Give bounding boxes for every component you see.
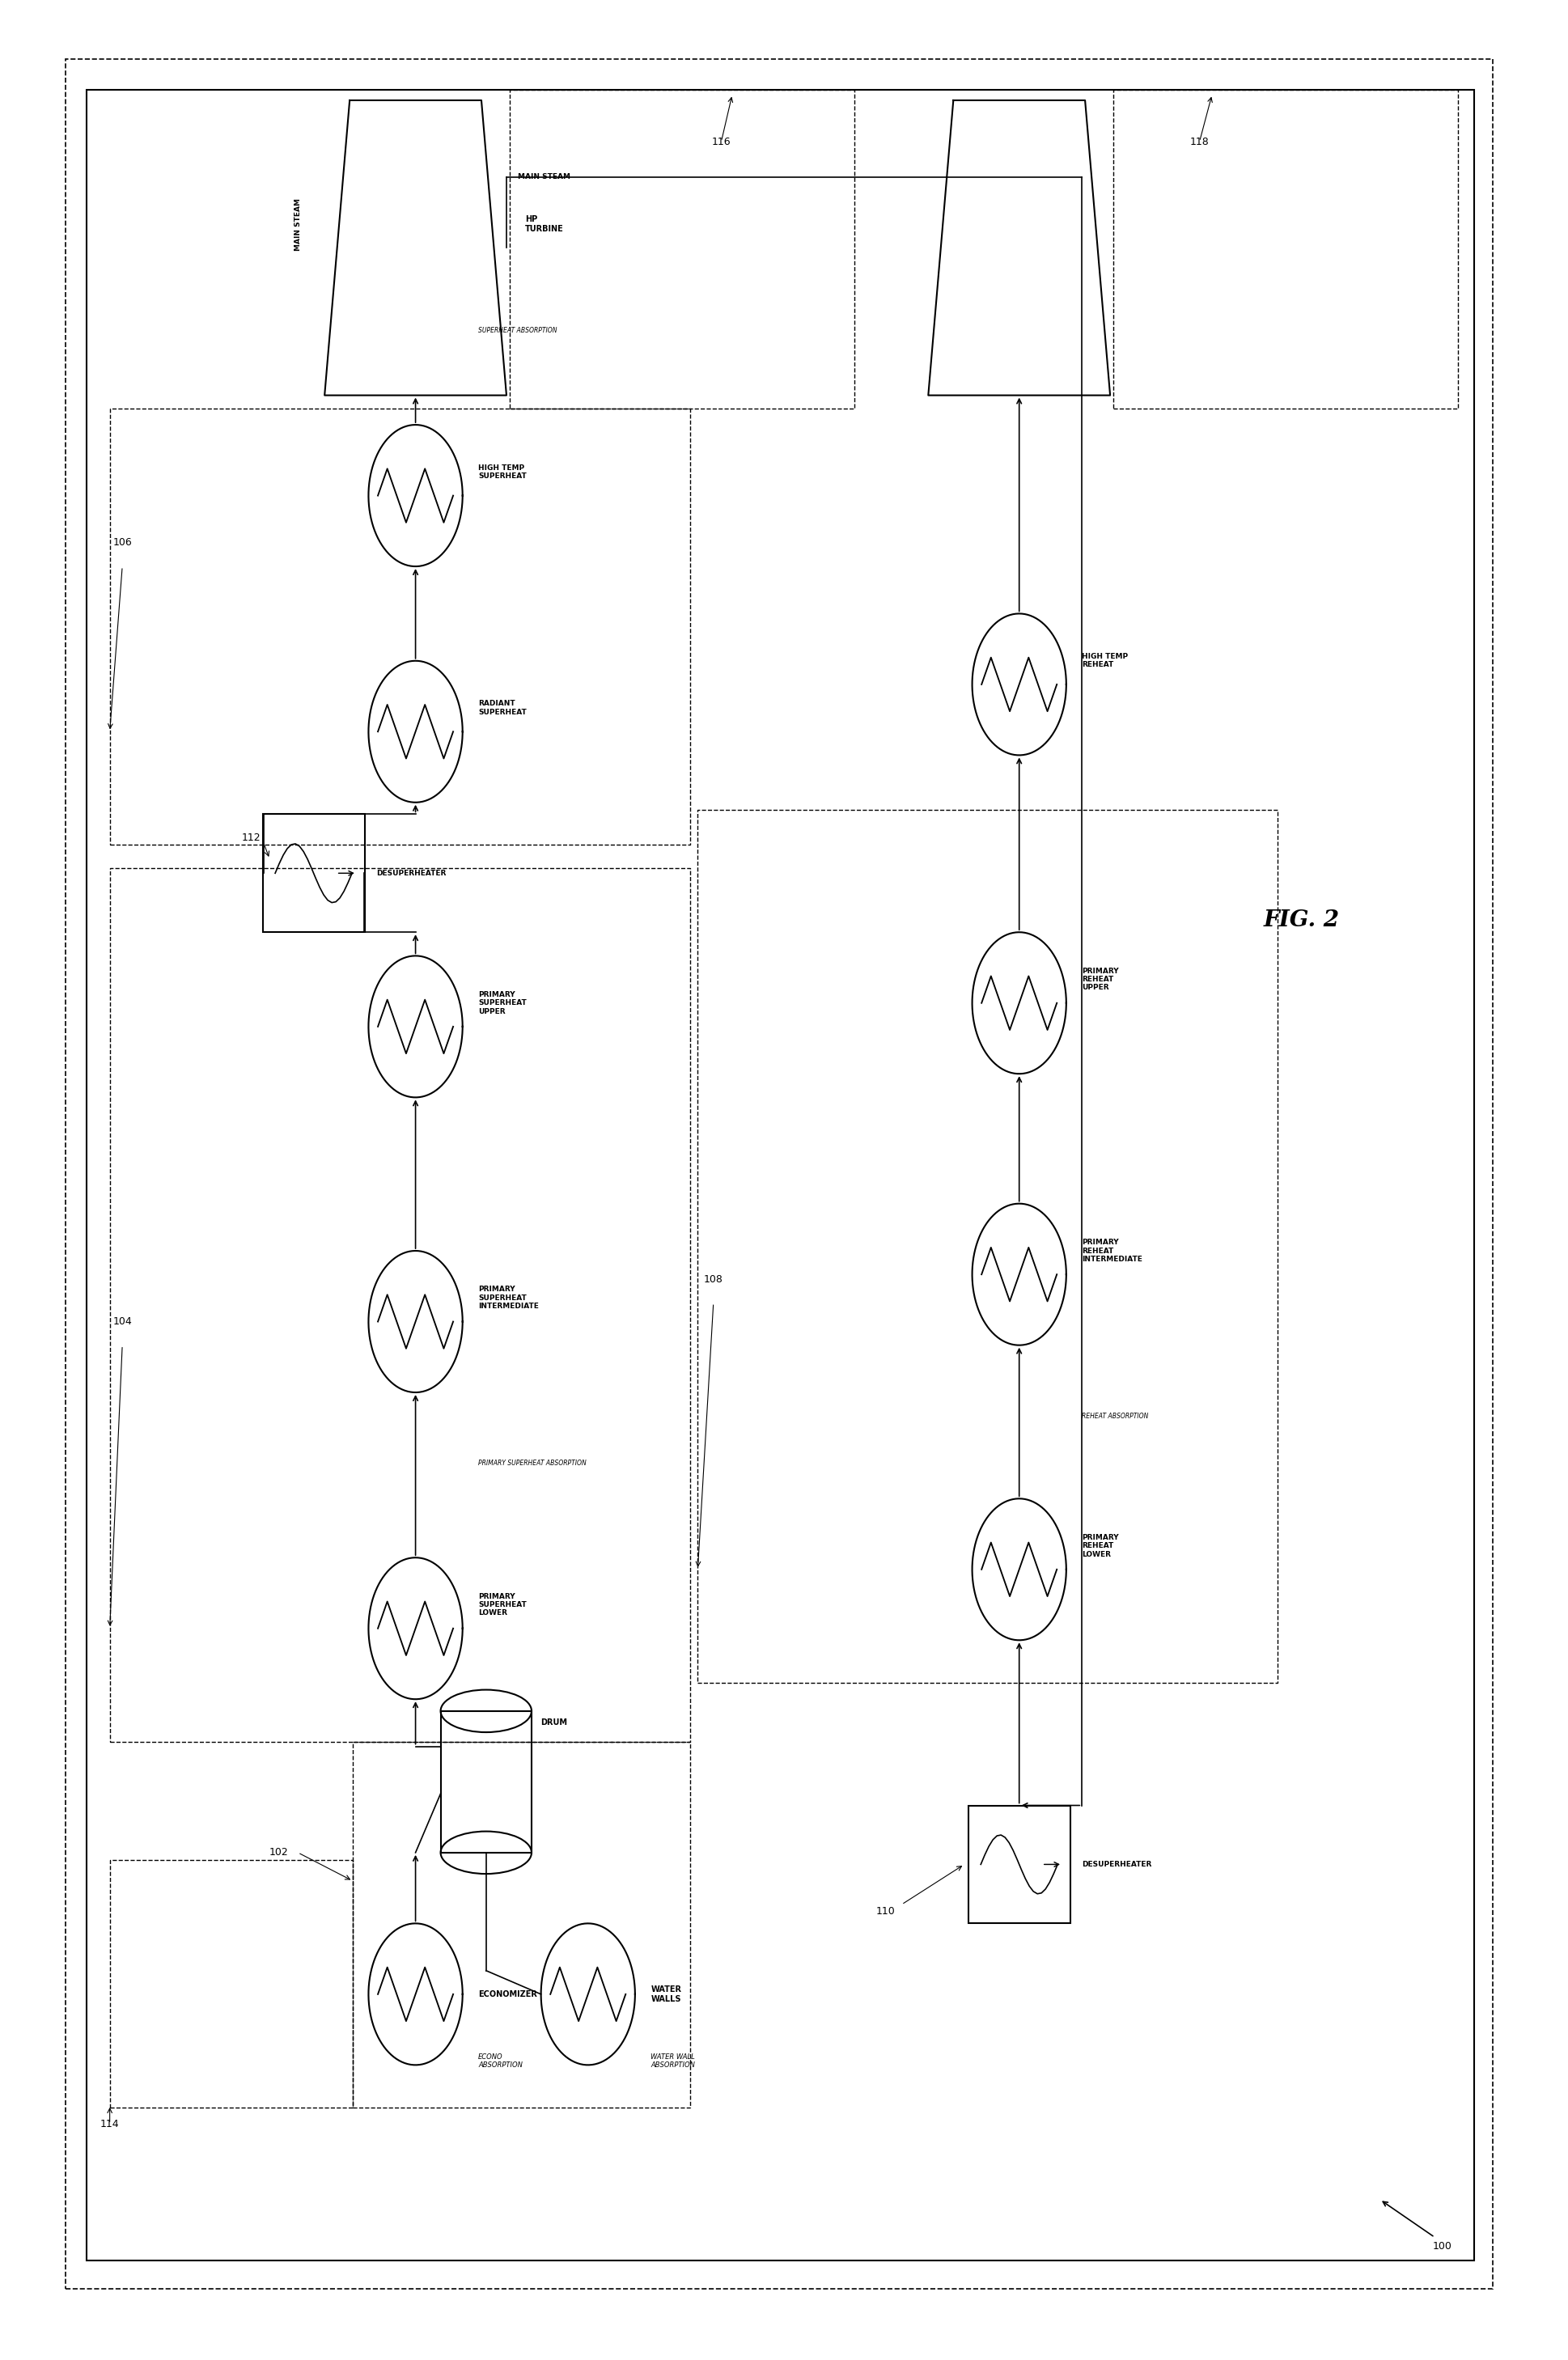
Bar: [698, 809, 1278, 1683]
Text: 118: 118: [1190, 137, 1209, 146]
Text: 102: 102: [270, 1848, 289, 1857]
Text: DESUPERHEATER: DESUPERHEATER: [1082, 1860, 1152, 1869]
Text: PRIMARY
SUPERHEAT
UPPER: PRIMARY SUPERHEAT UPPER: [478, 991, 527, 1015]
Text: 104: 104: [113, 1317, 132, 1326]
Bar: [86, 90, 1474, 2261]
Bar: [110, 1860, 353, 2107]
Text: PRIMARY
SUPERHEAT
LOWER: PRIMARY SUPERHEAT LOWER: [478, 1593, 527, 1617]
Text: HIGH TEMP
SUPERHEAT: HIGH TEMP SUPERHEAT: [478, 465, 527, 479]
Text: PRIMARY
REHEAT
LOWER: PRIMARY REHEAT LOWER: [1082, 1534, 1120, 1558]
Text: PRIMARY
REHEAT
UPPER: PRIMARY REHEAT UPPER: [1082, 968, 1120, 991]
Text: DRUM: DRUM: [541, 1718, 568, 1728]
Bar: [969, 1805, 1069, 1923]
Bar: [441, 1711, 532, 1853]
Bar: [1113, 90, 1458, 408]
Text: RADIANT
SUPERHEAT: RADIANT SUPERHEAT: [478, 701, 527, 715]
Bar: [110, 408, 690, 845]
Text: ECONO
ABSORPTION: ECONO ABSORPTION: [478, 2053, 522, 2070]
Text: 110: 110: [877, 1907, 895, 1916]
Text: 112: 112: [241, 833, 260, 843]
Text: PRIMARY SUPERHEAT ABSORPTION: PRIMARY SUPERHEAT ABSORPTION: [478, 1458, 586, 1468]
Bar: [510, 90, 855, 408]
Text: 106: 106: [113, 538, 132, 548]
Text: WATER
WALLS: WATER WALLS: [651, 1985, 682, 2004]
Text: 108: 108: [704, 1274, 723, 1284]
Bar: [262, 814, 364, 932]
Ellipse shape: [441, 1831, 532, 1874]
Text: PRIMARY
SUPERHEAT
INTERMEDIATE: PRIMARY SUPERHEAT INTERMEDIATE: [478, 1286, 539, 1310]
Text: MAIN STEAM: MAIN STEAM: [517, 172, 571, 182]
Bar: [110, 868, 690, 1742]
Text: REHEAT ABSORPTION: REHEAT ABSORPTION: [1082, 1411, 1149, 1421]
Text: HP
TURBINE: HP TURBINE: [525, 215, 564, 234]
Text: 100: 100: [1433, 2242, 1452, 2251]
Text: ECONOMIZER: ECONOMIZER: [478, 1989, 538, 1999]
Text: 114: 114: [100, 2119, 119, 2129]
Text: HIGH TEMP
REHEAT: HIGH TEMP REHEAT: [1082, 654, 1127, 668]
Text: DESUPERHEATER: DESUPERHEATER: [376, 868, 447, 878]
Text: 116: 116: [712, 137, 731, 146]
Text: FIG. 2: FIG. 2: [1264, 909, 1339, 932]
Bar: [353, 1742, 690, 2107]
Text: WATER WALL
ABSORPTION: WATER WALL ABSORPTION: [651, 2053, 695, 2070]
Text: SUPERHEAT ABSORPTION: SUPERHEAT ABSORPTION: [478, 326, 557, 335]
Text: MAIN STEAM: MAIN STEAM: [295, 198, 301, 250]
Text: PRIMARY
REHEAT
INTERMEDIATE: PRIMARY REHEAT INTERMEDIATE: [1082, 1239, 1143, 1263]
